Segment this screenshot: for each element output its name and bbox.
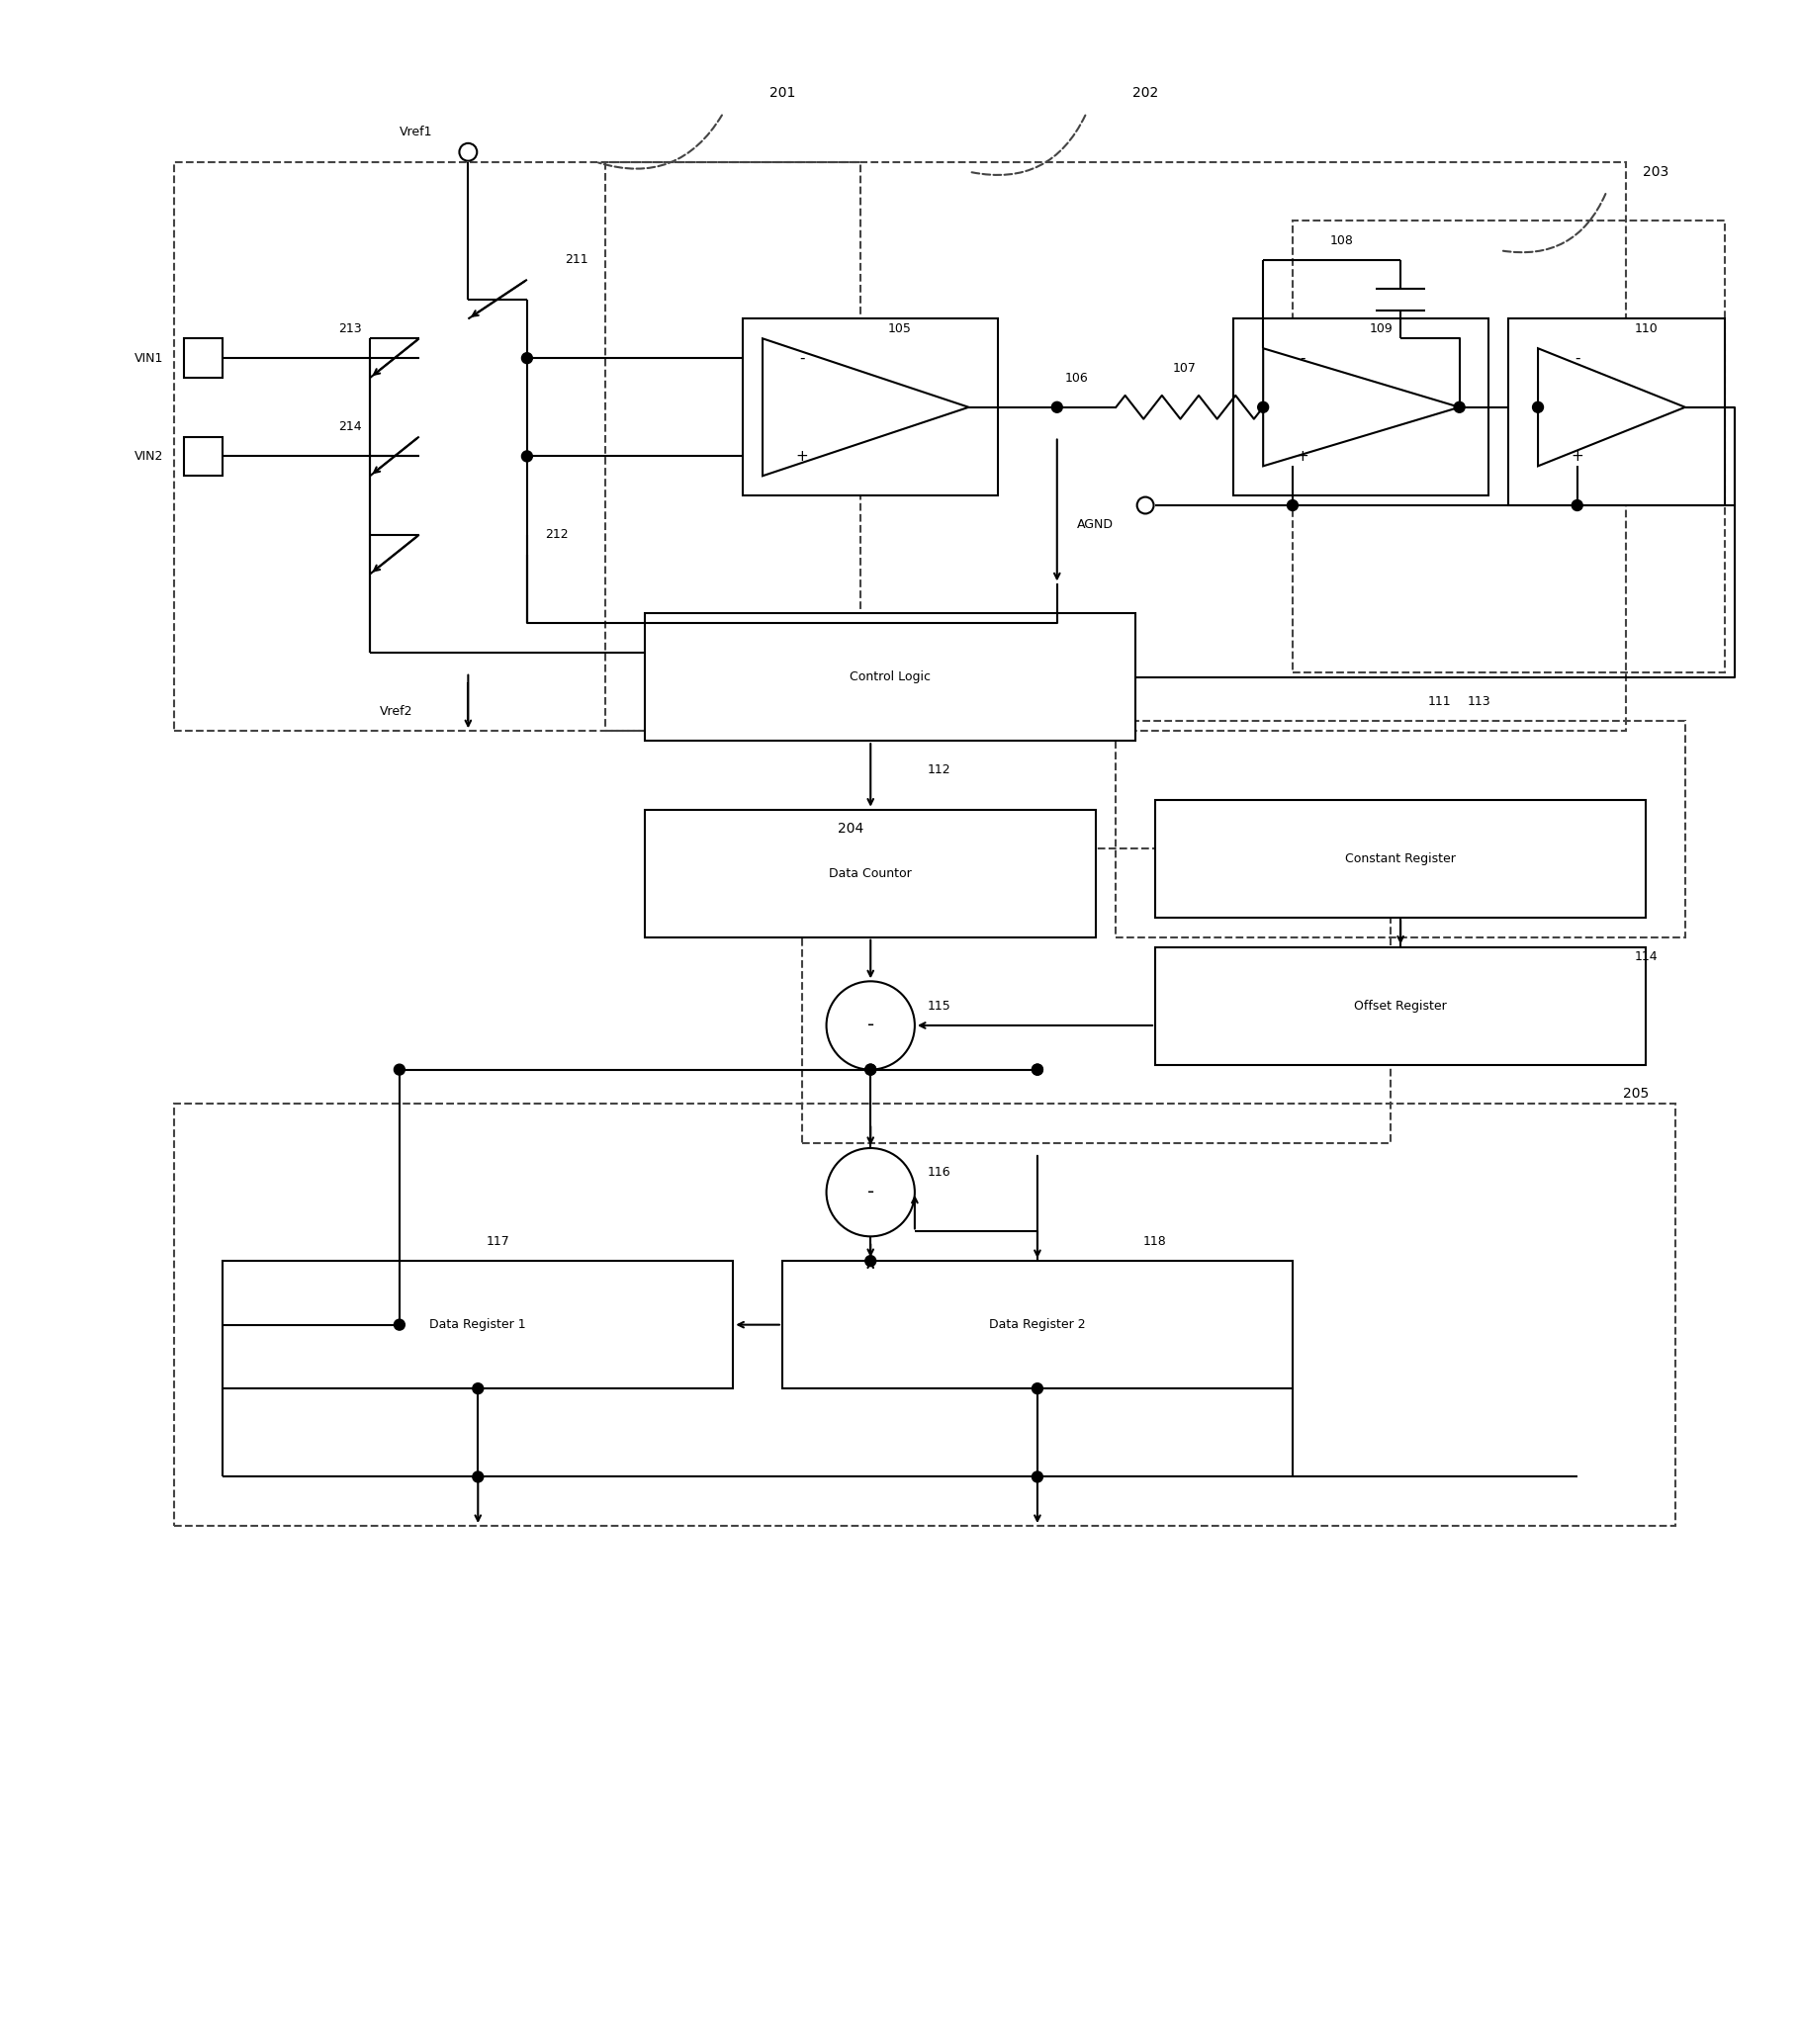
Text: 107: 107 (1174, 362, 1197, 374)
Circle shape (866, 1255, 877, 1267)
Bar (1508, 319, 1724, 505)
Circle shape (394, 1065, 405, 1075)
Text: 201: 201 (769, 86, 796, 100)
FancyArrowPatch shape (873, 852, 896, 916)
Circle shape (1031, 1384, 1042, 1394)
Text: Control Logic: Control Logic (850, 670, 931, 683)
Text: -: - (799, 352, 805, 366)
Text: -: - (1575, 352, 1580, 366)
Circle shape (1031, 1472, 1042, 1482)
Bar (1233, 319, 1489, 495)
Bar (644, 613, 1136, 740)
Circle shape (1287, 501, 1298, 511)
Text: 114: 114 (1634, 950, 1658, 963)
Bar (175, 1104, 1676, 1527)
Text: Vref2: Vref2 (380, 705, 412, 717)
Text: Data Countor: Data Countor (830, 867, 913, 879)
Text: Data Register 1: Data Register 1 (430, 1318, 526, 1331)
Text: 106: 106 (1066, 372, 1089, 384)
Bar (223, 1261, 733, 1388)
Text: Data Register 2: Data Register 2 (990, 1318, 1085, 1331)
Text: 211: 211 (565, 253, 589, 266)
Bar (1292, 221, 1724, 672)
Text: 214: 214 (338, 421, 362, 433)
Bar (783, 1261, 1292, 1388)
Text: 116: 116 (927, 1167, 950, 1179)
Circle shape (1031, 1065, 1042, 1075)
Text: Offset Register: Offset Register (1354, 1000, 1447, 1012)
Bar (801, 848, 1391, 1143)
Text: 111: 111 (1427, 695, 1451, 707)
Text: VIN2: VIN2 (135, 450, 164, 462)
Circle shape (1258, 403, 1269, 413)
Circle shape (1138, 497, 1154, 513)
Bar (1156, 946, 1645, 1065)
Text: 205: 205 (1624, 1087, 1649, 1102)
Circle shape (1031, 1065, 1042, 1075)
Text: 108: 108 (1330, 233, 1354, 247)
Circle shape (522, 354, 533, 364)
Text: +: + (1571, 450, 1584, 464)
Text: 118: 118 (1143, 1235, 1166, 1247)
Text: -: - (868, 1016, 875, 1034)
Text: -: - (868, 1183, 875, 1202)
Bar (605, 161, 1625, 732)
Text: 204: 204 (839, 822, 864, 836)
Text: 117: 117 (486, 1235, 509, 1247)
Circle shape (459, 143, 477, 161)
Text: 213: 213 (338, 323, 362, 335)
Text: +: + (796, 450, 808, 464)
Text: 112: 112 (927, 764, 950, 777)
Bar (175, 161, 860, 732)
Text: Vref1: Vref1 (400, 127, 432, 139)
FancyArrowPatch shape (972, 114, 1085, 176)
FancyArrowPatch shape (598, 114, 722, 170)
Text: AGND: AGND (1076, 519, 1112, 531)
Circle shape (473, 1472, 484, 1482)
Circle shape (1532, 403, 1543, 413)
Circle shape (1051, 403, 1062, 413)
Bar (743, 319, 999, 495)
Text: 212: 212 (545, 527, 569, 542)
Circle shape (522, 452, 533, 462)
Circle shape (473, 1384, 484, 1394)
Bar (644, 809, 1096, 936)
FancyArrowPatch shape (1501, 194, 1606, 251)
Text: 113: 113 (1467, 695, 1490, 707)
Text: 105: 105 (887, 323, 913, 335)
Text: Constant Register: Constant Register (1345, 852, 1456, 865)
Circle shape (394, 1318, 405, 1331)
Text: 203: 203 (1643, 166, 1669, 178)
Text: +: + (1296, 450, 1309, 464)
Text: -: - (1300, 352, 1305, 366)
Bar (1116, 722, 1685, 936)
Text: 115: 115 (927, 1000, 950, 1012)
Text: 110: 110 (1634, 323, 1658, 335)
Text: VIN1: VIN1 (135, 352, 164, 364)
Text: 109: 109 (1370, 323, 1393, 335)
Circle shape (866, 1065, 877, 1075)
Circle shape (866, 1065, 877, 1075)
Circle shape (1454, 403, 1465, 413)
Circle shape (1571, 501, 1582, 511)
Bar (184, 437, 223, 476)
Bar (1156, 799, 1645, 918)
Bar (184, 339, 223, 378)
Text: 202: 202 (1132, 86, 1159, 100)
